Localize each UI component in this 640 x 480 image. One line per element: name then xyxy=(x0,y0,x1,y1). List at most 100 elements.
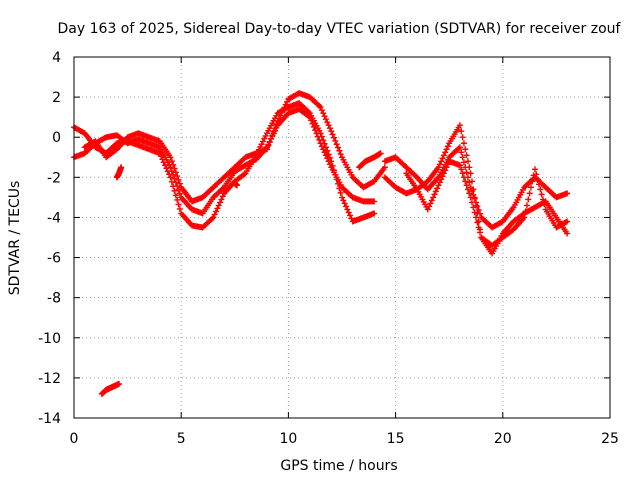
data-point xyxy=(564,190,571,197)
data-point xyxy=(345,209,352,216)
data-point xyxy=(428,197,435,204)
data-point xyxy=(328,128,335,135)
data-point xyxy=(462,146,469,153)
data-point xyxy=(564,218,571,225)
data-point xyxy=(424,206,431,213)
data-point xyxy=(174,173,181,180)
data-point xyxy=(273,121,280,128)
x-axis-label: GPS time / hours xyxy=(280,458,397,474)
data-point xyxy=(324,155,331,162)
data-point xyxy=(459,154,466,161)
data-point xyxy=(214,205,221,212)
data-point xyxy=(312,127,319,134)
data-point xyxy=(439,173,446,180)
data-point xyxy=(172,192,179,199)
data-point xyxy=(263,146,270,153)
data-point xyxy=(371,198,378,205)
data-point xyxy=(339,194,345,201)
data-point xyxy=(475,224,482,231)
data-point xyxy=(540,196,546,203)
data-point xyxy=(324,119,331,126)
data-point xyxy=(534,176,541,183)
data-point xyxy=(456,162,463,169)
data-point xyxy=(213,208,220,215)
data-point xyxy=(343,203,350,210)
series-track-g xyxy=(98,380,123,397)
data-point xyxy=(371,210,378,217)
data-point xyxy=(439,155,446,162)
data-point xyxy=(438,176,445,183)
x-tick-label: 5 xyxy=(177,431,186,447)
data-point xyxy=(313,130,320,137)
data-point xyxy=(175,201,182,208)
data-point xyxy=(435,182,442,189)
data-point xyxy=(474,203,481,210)
data-point xyxy=(434,185,441,192)
data-point xyxy=(564,230,571,237)
data-point xyxy=(456,122,463,129)
data-point xyxy=(466,190,473,197)
data-point xyxy=(438,158,445,165)
y-tick-label: -14 xyxy=(38,411,61,427)
data-point xyxy=(322,116,329,123)
data-point xyxy=(340,197,347,204)
data-point xyxy=(468,199,475,206)
data-point xyxy=(522,208,529,215)
data-point xyxy=(529,178,536,185)
data-point xyxy=(470,204,477,211)
data-point xyxy=(176,180,183,187)
data-point xyxy=(341,200,348,207)
data-point xyxy=(316,136,323,143)
data-point xyxy=(308,117,315,124)
data-point xyxy=(538,191,545,198)
data-point xyxy=(317,140,324,147)
data-point xyxy=(171,187,178,194)
data-point xyxy=(306,114,313,121)
data-point xyxy=(320,110,327,117)
data-point xyxy=(467,194,474,201)
data-point xyxy=(521,214,528,221)
data-point xyxy=(118,164,125,171)
data-point xyxy=(167,154,174,161)
data-point xyxy=(215,202,222,209)
data-point xyxy=(431,191,438,198)
data-point xyxy=(176,205,183,212)
data-point xyxy=(267,135,274,142)
data-point xyxy=(459,170,466,177)
data-point xyxy=(334,144,341,151)
data-point xyxy=(471,195,478,202)
data-point xyxy=(525,196,532,203)
data-point xyxy=(272,125,278,132)
data-point xyxy=(265,142,272,149)
data-point xyxy=(463,182,470,189)
data-point xyxy=(467,170,474,177)
y-tick-label: -12 xyxy=(38,371,61,387)
y-tick-label: -2 xyxy=(47,170,61,186)
data-point xyxy=(347,212,354,219)
data-point xyxy=(462,164,469,171)
data-point xyxy=(531,166,538,173)
x-tick-label: 0 xyxy=(70,431,79,447)
data-point xyxy=(326,125,333,132)
data-point xyxy=(442,149,449,156)
data-point xyxy=(473,214,479,221)
data-point xyxy=(325,158,332,165)
y-tick-label: -10 xyxy=(38,331,61,347)
data-point xyxy=(176,190,183,197)
y-tick-label: -4 xyxy=(47,210,61,226)
data-point xyxy=(435,164,442,171)
data-point xyxy=(523,202,530,209)
data-point xyxy=(444,143,451,150)
data-point xyxy=(217,199,224,206)
data-point xyxy=(460,140,467,147)
data-point xyxy=(168,158,175,165)
data-point xyxy=(477,229,484,236)
data-point xyxy=(269,132,276,139)
data-point xyxy=(318,107,325,114)
series-track-c xyxy=(81,90,388,205)
data-point xyxy=(233,182,240,189)
data-point xyxy=(458,166,465,173)
data-point xyxy=(170,161,177,168)
data-point xyxy=(471,209,478,216)
